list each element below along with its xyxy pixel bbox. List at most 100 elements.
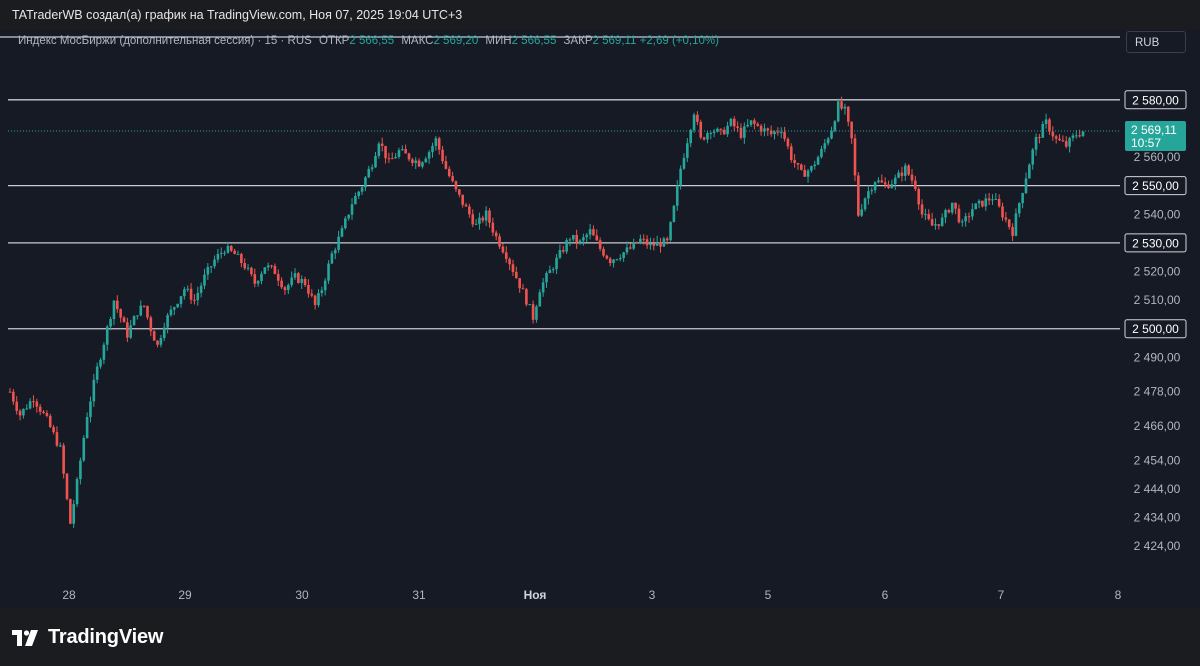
y-tick-label: 2 560,00 <box>1134 150 1181 164</box>
candle-body <box>615 259 619 261</box>
candle-body <box>317 293 320 306</box>
candle-body <box>357 191 361 197</box>
candlestick-chart[interactable]: 2 560,00 2 540,00 2 520,00 2 510,00 2 490,00… <box>0 30 1200 608</box>
candle-body <box>169 309 173 316</box>
candle-body <box>709 132 713 134</box>
candle-body <box>602 248 605 256</box>
candle-body <box>451 176 454 182</box>
candle-body <box>1014 213 1018 236</box>
candle-body <box>300 278 304 283</box>
candle-body <box>226 246 230 253</box>
candle-body <box>568 239 572 241</box>
candle-body <box>578 240 582 243</box>
y-tick-label: 2 466,00 <box>1134 419 1181 433</box>
candle-body <box>12 391 15 402</box>
candle-body <box>266 265 270 268</box>
candle-body <box>726 125 729 135</box>
candle-body <box>997 198 1001 207</box>
candle-body <box>903 165 907 176</box>
candle-body <box>323 280 327 291</box>
candle-body <box>920 204 924 215</box>
candle-body <box>555 257 558 270</box>
candle-body <box>863 198 867 210</box>
candle-body <box>766 128 770 131</box>
candle-body <box>974 203 977 210</box>
candle-body <box>38 406 42 412</box>
candle-body <box>605 255 609 259</box>
legend-high-label: МАКС <box>401 35 434 47</box>
candle-body <box>136 315 139 317</box>
candle-body <box>608 258 612 264</box>
candle-body <box>675 185 679 206</box>
chart-area[interactable]: 2 560,00 2 540,00 2 520,00 2 510,00 2 490,00… <box>0 30 1200 608</box>
x-tick-label: 7 <box>998 588 1005 602</box>
candle-body <box>746 124 749 127</box>
candle-body <box>45 413 49 416</box>
candle-body <box>427 152 431 159</box>
candle-body <box>390 158 394 160</box>
candle-body <box>236 253 240 255</box>
candle-body <box>833 121 837 131</box>
candle-body <box>783 132 786 139</box>
candle-body <box>458 189 461 195</box>
candle-body <box>1051 131 1055 137</box>
candle-body <box>803 169 806 177</box>
candle-body <box>508 258 511 265</box>
candle-body <box>846 106 850 122</box>
candle-body <box>947 210 951 213</box>
candle-body <box>58 445 62 447</box>
candle-body <box>1004 217 1008 220</box>
candle-body <box>119 309 122 318</box>
candle-body <box>474 223 478 225</box>
candle-body <box>994 198 998 200</box>
candle-body <box>75 479 79 505</box>
candle-body <box>575 234 578 243</box>
candle-body <box>401 149 404 151</box>
candle-body <box>414 160 418 163</box>
candle-body <box>696 114 699 122</box>
footer-bar: TradingView <box>0 608 1200 666</box>
legend-open-label: ОТКР <box>319 35 350 47</box>
candle-body <box>441 149 444 162</box>
candle-body <box>870 190 874 192</box>
candle-body <box>199 285 203 293</box>
candle-body <box>132 316 136 326</box>
candle-body <box>491 222 495 233</box>
candle-body <box>173 307 176 310</box>
candle-body <box>779 132 783 134</box>
x-tick-label: Ноя <box>524 588 547 602</box>
candle-body <box>887 184 890 189</box>
candle-body <box>233 250 236 255</box>
candle-body <box>820 148 823 158</box>
x-tick-label: 28 <box>62 588 76 602</box>
candle-body <box>1028 164 1031 179</box>
chart-credit: TATraderWB создал(а) график на TradingVi… <box>12 8 463 22</box>
candle-body <box>122 317 126 323</box>
legend-close-value: 2 569,11 <box>592 35 637 47</box>
candle-body <box>380 143 384 146</box>
candle-body <box>629 247 632 249</box>
candle-body <box>960 221 964 223</box>
currency-button[interactable]: RUB <box>1126 31 1186 53</box>
candle-body <box>655 241 659 246</box>
tradingview-logo[interactable]: TradingView <box>12 626 163 649</box>
candle-body <box>32 401 35 403</box>
candle-body <box>216 253 220 260</box>
candle-body <box>327 263 330 281</box>
candle-body <box>927 214 931 220</box>
candle-body <box>22 408 25 416</box>
candle-body <box>585 234 589 238</box>
candle-body <box>65 473 69 500</box>
candle-body <box>488 210 491 223</box>
x-tick-label: 6 <box>882 588 889 602</box>
candle-body <box>843 106 847 109</box>
candle-body <box>223 252 226 254</box>
candle-body <box>112 300 116 319</box>
candle-body <box>877 180 880 183</box>
candle-body <box>411 159 414 163</box>
candle-body <box>347 214 350 219</box>
candle-body <box>350 204 354 215</box>
candle-body <box>1048 119 1051 132</box>
candle-body <box>1007 219 1011 227</box>
candle-body <box>159 338 163 345</box>
